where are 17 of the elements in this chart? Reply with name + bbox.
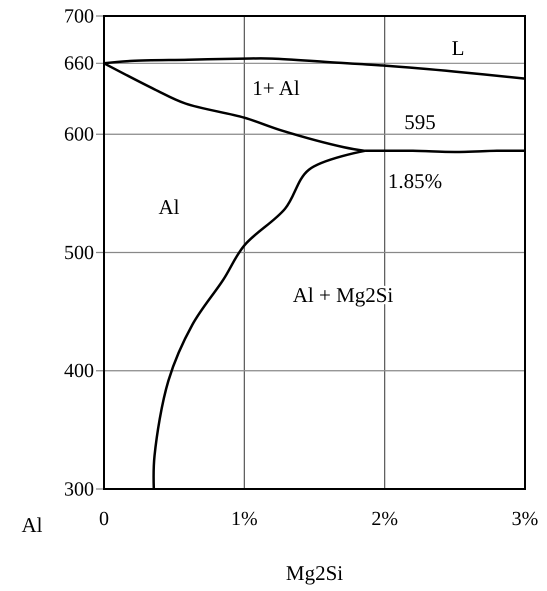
- x-tick-label: 1%: [230, 508, 258, 530]
- x-tick-label: 2%: [371, 508, 398, 530]
- text: Al: [22, 512, 43, 537]
- y-tick-label: 660: [64, 52, 94, 75]
- annotation: L: [452, 36, 464, 60]
- annotation: 1.85%: [388, 168, 442, 193]
- x-tick-label: 0: [99, 508, 109, 530]
- annotation: 1+ Al: [252, 76, 300, 100]
- y-tick-label: 500: [64, 242, 94, 264]
- y-tick-label: 300: [64, 478, 94, 500]
- annotation: Al: [158, 194, 180, 219]
- y-tick-label: 400: [64, 360, 94, 382]
- y-tick-label: 600: [64, 124, 94, 146]
- x-axis-title: Mg2Si: [286, 561, 344, 585]
- y-tick-label: 700: [64, 5, 94, 28]
- annotation: 595: [404, 110, 436, 134]
- x-tick-label: 3%: [512, 508, 538, 530]
